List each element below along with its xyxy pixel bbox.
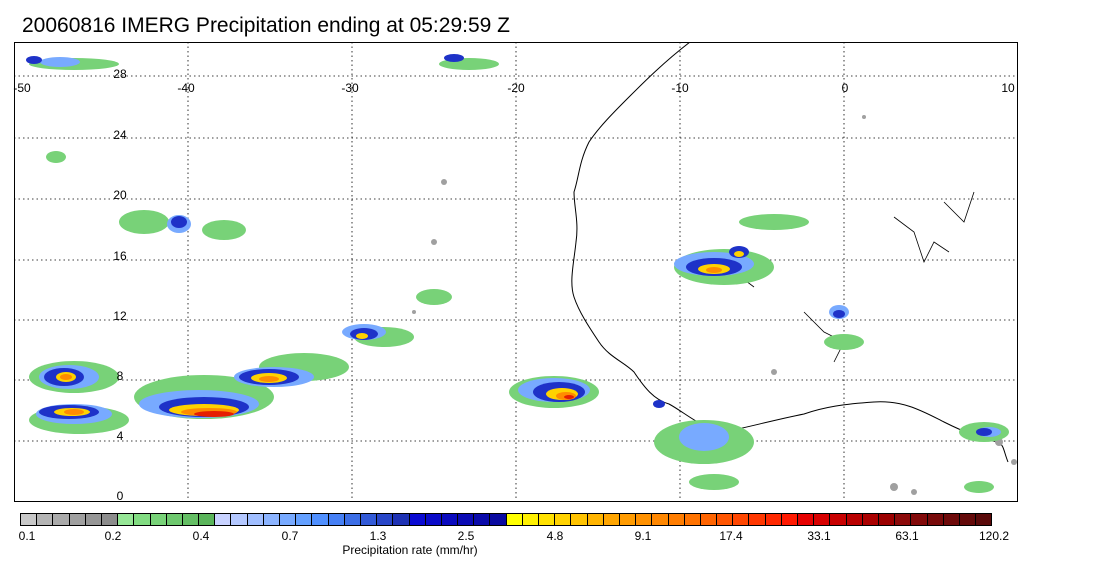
lon-label: 10	[1001, 81, 1015, 95]
colorbar-swatch	[344, 514, 361, 525]
colorbar-swatch	[37, 514, 54, 525]
colorbar-swatch	[668, 514, 685, 525]
lon-label: -50	[13, 81, 31, 95]
colorbar-swatch	[814, 514, 831, 525]
colorbar-swatch	[53, 514, 70, 525]
colorbar-swatch	[798, 514, 815, 525]
colorbar-swatch	[328, 514, 345, 525]
lon-label: -20	[507, 81, 525, 95]
colorbar-swatch	[377, 514, 394, 525]
colorbar-tick: 17.4	[719, 529, 743, 543]
colorbar-swatch	[393, 514, 410, 525]
colorbar-tick: 0.7	[281, 529, 299, 543]
colorbar-swatch	[134, 514, 151, 525]
colorbar-tick: 9.1	[634, 529, 652, 543]
colorbar-swatch	[749, 514, 766, 525]
lat-label: 4	[116, 429, 124, 443]
colorbar-swatch	[765, 514, 782, 525]
colorbar-swatch	[312, 514, 329, 525]
colorbar-swatch	[118, 514, 135, 525]
coastline	[571, 42, 1009, 463]
lat-label: 20	[113, 188, 127, 202]
colorbar-tick: 1.3	[369, 529, 387, 543]
colorbar-swatch	[555, 514, 572, 525]
colorbar-swatch	[652, 514, 669, 525]
colorbar-swatch	[182, 514, 200, 525]
colorbar-swatch	[619, 514, 637, 525]
colorbar-swatch	[522, 514, 539, 525]
colorbar-swatch	[733, 514, 750, 525]
colorbar-swatch	[830, 514, 847, 525]
colorbar-tick: 0.1	[18, 529, 36, 543]
colorbar-swatch	[231, 514, 248, 525]
colorbar-swatch	[441, 514, 459, 525]
colorbar-swatch	[781, 514, 798, 525]
colorbar-tick: 63.1	[895, 529, 919, 543]
lat-label: 16	[113, 249, 127, 263]
colorbar-swatch	[490, 514, 507, 525]
colorbar-swatch	[846, 514, 863, 525]
colorbar-swatch	[101, 514, 119, 525]
colorbar-swatch	[474, 514, 491, 525]
colorbar-swatch	[360, 514, 378, 525]
map-title: 20060816 IMERG Precipitation ending at 0…	[22, 14, 510, 37]
colorbar-swatch	[506, 514, 523, 525]
colorbar-tick: 4.8	[546, 529, 564, 543]
colorbar-swatch	[927, 514, 944, 525]
lon-label: -40	[177, 81, 195, 95]
colorbar-swatch	[700, 514, 718, 525]
precipitation-map	[14, 42, 1018, 502]
colorbar-swatch	[717, 514, 734, 525]
lat-label: 0	[116, 489, 124, 503]
colorbar-tick: 0.4	[192, 529, 210, 543]
colorbar-swatch	[263, 514, 280, 525]
colorbar-swatch	[215, 514, 232, 525]
colorbar-label: Precipitation rate (mm/hr)	[342, 543, 478, 557]
colorbar-tick: 2.5	[457, 529, 475, 543]
lat-label: 24	[113, 128, 127, 142]
colorbar-swatch	[895, 514, 912, 525]
lon-label: -10	[671, 81, 689, 95]
colorbar-swatch	[280, 514, 297, 525]
colorbar-swatch	[571, 514, 588, 525]
colorbar	[20, 513, 992, 526]
colorbar-swatch	[943, 514, 960, 525]
lat-label: 28	[113, 67, 127, 81]
colorbar-swatch	[425, 514, 442, 525]
colorbar-swatch	[878, 514, 896, 525]
colorbar-swatch	[296, 514, 313, 525]
colorbar-swatch	[409, 514, 426, 525]
colorbar-swatch	[69, 514, 86, 525]
colorbar-swatch	[150, 514, 167, 525]
lon-label: 0	[841, 81, 849, 95]
lat-label: 8	[116, 369, 124, 383]
colorbar-swatch	[199, 514, 216, 525]
colorbar-swatch	[247, 514, 264, 525]
colorbar-swatch	[539, 514, 556, 525]
colorbar-swatch	[684, 514, 701, 525]
colorbar-swatch	[959, 514, 977, 525]
colorbar-swatch	[603, 514, 620, 525]
colorbar-swatch	[862, 514, 879, 525]
colorbar-swatch	[21, 514, 38, 525]
colorbar-swatch	[458, 514, 475, 525]
colorbar-tick: 33.1	[807, 529, 831, 543]
colorbar-swatch	[911, 514, 928, 525]
colorbar-swatch	[166, 514, 183, 525]
colorbar-swatch	[976, 514, 992, 525]
colorbar-tick: 120.2	[978, 529, 1010, 543]
lat-label: 12	[113, 309, 127, 323]
colorbar-swatch	[587, 514, 604, 525]
colorbar-swatch	[85, 514, 102, 525]
colorbar-swatch	[636, 514, 653, 525]
colorbar-tick: 0.2	[104, 529, 122, 543]
lon-label: -30	[341, 81, 359, 95]
